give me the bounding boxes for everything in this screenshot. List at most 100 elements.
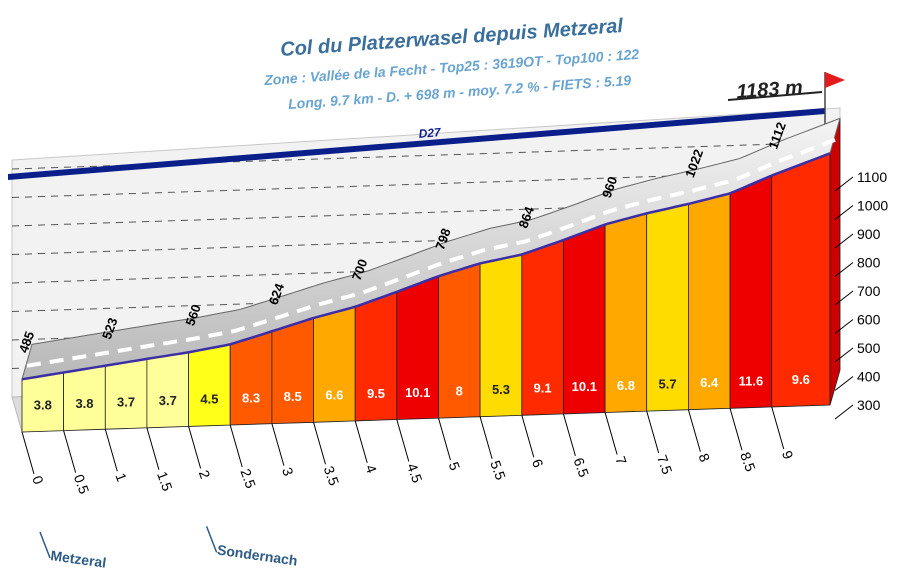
x-tick-mark: [646, 410, 660, 454]
x-tick-mark: [63, 430, 77, 473]
x-tick-mark: [562, 413, 576, 457]
altitude-label: 485: [16, 329, 38, 355]
y-tick-label: 300: [857, 397, 881, 413]
x-tick-mark: [438, 417, 451, 461]
x-tick-label: 8: [696, 451, 714, 464]
grade-label: 11.6: [739, 374, 764, 389]
y-tick-label: 700: [857, 283, 881, 299]
grade-label: 3.8: [75, 396, 93, 411]
grid-line: [11, 141, 841, 170]
grade-label: 9.1: [534, 381, 552, 396]
grade-label: 8.5: [284, 389, 302, 404]
y-tick-label: 400: [857, 369, 881, 385]
grade-label: 9.5: [367, 386, 385, 401]
grade-segment: [313, 306, 356, 423]
x-tick-label: 4.5: [404, 461, 426, 485]
grade-segment: [188, 343, 231, 427]
x-tick-label: 7.5: [654, 453, 676, 477]
x-tick-mark: [354, 420, 368, 464]
x-tick-mark: [729, 408, 743, 451]
place-leader-line: [205, 526, 218, 553]
y-tick-mark: [834, 176, 854, 192]
grade-label: 10.1: [405, 385, 430, 400]
x-tick-label: 9: [779, 448, 797, 461]
x-tick-label: 5.5: [487, 458, 509, 482]
summit-altitude-label: 1183 m: [736, 77, 804, 104]
place-leader-line: [39, 531, 51, 559]
grade-segment: [771, 152, 831, 408]
grade-segment: [146, 351, 190, 429]
x-tick-mark: [104, 429, 118, 472]
summit-label-underline: [727, 91, 823, 101]
altitude-label: 560: [182, 302, 204, 328]
y-tick-mark: [834, 376, 854, 391]
x-tick-mark: [146, 427, 160, 470]
grade-label: 8.3: [242, 390, 260, 405]
grade-label: 6.6: [325, 388, 343, 403]
x-tick-mark: [271, 423, 285, 466]
x-tick-label: 6.5: [571, 455, 593, 479]
x-tick-mark: [604, 412, 618, 455]
y-tick-mark: [834, 319, 854, 334]
grade-label: 6.4: [700, 375, 719, 390]
grade-segment: [229, 330, 273, 426]
x-tick-label: 1.5: [154, 469, 176, 493]
x-tick-label: 5: [446, 460, 464, 473]
x-tick-label: 4: [362, 462, 380, 475]
grade-label: 3.7: [117, 395, 135, 410]
grade-label: 3.8: [34, 397, 52, 412]
place-label: Sondernach: [216, 542, 298, 569]
x-tick-mark: [21, 431, 35, 475]
altitude-label: 700: [349, 257, 371, 283]
profile-front-edge: [21, 152, 831, 381]
grade-label: 5.7: [659, 376, 677, 391]
x-tick-label: 8.5: [737, 450, 759, 474]
x-tick-label: 2.5: [237, 467, 259, 491]
x-tick-label: 1: [112, 471, 130, 484]
grade-label: 10.1: [572, 379, 597, 394]
summit-flag-icon: [825, 72, 845, 88]
road-d27-band: [8, 108, 825, 180]
y-tick-label: 900: [857, 226, 881, 242]
altitude-label: 864: [516, 204, 538, 230]
grade-segment: [271, 317, 314, 425]
road-band: D27 1183 m: [8, 72, 845, 180]
altitude-label: 960: [599, 174, 621, 200]
place-label: Metzeral: [50, 547, 108, 571]
y-tick-mark: [834, 233, 854, 249]
y-tick-mark: [834, 347, 854, 363]
x-tick-mark: [313, 422, 326, 465]
x-tick-label: 3: [279, 465, 297, 478]
y-tick-mark: [834, 404, 854, 420]
x-tick-label: 0.5: [71, 472, 93, 496]
x-tick-label: 2: [196, 468, 214, 481]
x-tick-mark: [396, 419, 410, 462]
profile-top-surface: [21, 117, 841, 381]
x-tick-mark: [687, 409, 701, 452]
grade-label: 8: [456, 383, 463, 398]
grade-label: 4.5: [200, 392, 218, 407]
y-tick-label: 800: [857, 255, 881, 271]
x-tick-mark: [771, 406, 785, 450]
grade-label: 9.6: [792, 372, 810, 387]
y-tick-mark: [834, 262, 854, 277]
x-tick-mark: [479, 416, 493, 459]
x-tick-mark: [521, 415, 535, 458]
y-tick-mark: [834, 205, 854, 220]
road-label: D27: [418, 125, 442, 141]
altitude-label: 798: [432, 226, 454, 252]
altitude-label: 624: [266, 281, 288, 307]
x-tick-mark: [229, 424, 243, 468]
grade-label: 5.3: [492, 382, 510, 397]
x-tick-label: 3.5: [321, 464, 343, 488]
x-tick-label: 0: [29, 474, 47, 487]
altitude-label: 523: [99, 316, 121, 342]
y-tick-mark: [834, 290, 854, 306]
x-tick-mark: [188, 426, 202, 469]
y-tick-label: 1100: [857, 169, 887, 185]
profile-center-dashes: [26, 137, 836, 368]
grade-label: 3.7: [159, 393, 177, 408]
y-tick-label: 1000: [857, 198, 888, 214]
grade-segment: [354, 291, 398, 422]
